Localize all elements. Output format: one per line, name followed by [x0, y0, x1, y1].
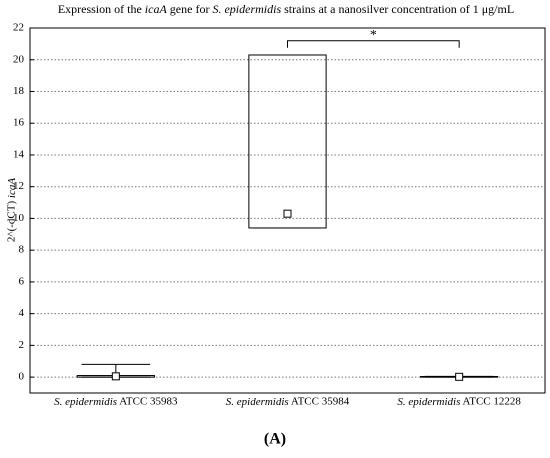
y-tick-label: 2: [19, 339, 25, 351]
x-tick-label: S. epidermidis ATCC 35984: [226, 396, 350, 408]
plot-frame: [29, 27, 546, 394]
y-tick-label: 16: [13, 117, 25, 129]
x-tick-label: S. epidermidis ATCC 12228: [397, 396, 521, 408]
y-tick-label: 10: [13, 212, 25, 224]
y-axis-label: 2^(-dCT) icaA: [6, 178, 18, 242]
y-tick-label: 4: [19, 307, 25, 319]
y-tick-label: 18: [13, 85, 25, 97]
y-tick-label: 6: [19, 275, 25, 287]
caption: (A): [264, 431, 286, 448]
median-marker: [111, 372, 120, 381]
y-tick-label: 8: [19, 244, 25, 256]
y-tick-label: 22: [13, 22, 24, 34]
y-tick-label: 12: [13, 180, 24, 192]
chart-title: Expression of the icaA gene for S. epide…: [58, 2, 514, 16]
y-tick-label: 0: [19, 371, 25, 383]
y-tick-label: 14: [13, 148, 25, 160]
x-tick-label: S. epidermidis ATCC 35983: [54, 396, 178, 408]
box: [248, 54, 327, 229]
significance-label: *: [370, 28, 377, 43]
median-marker: [283, 209, 292, 218]
median-marker: [455, 372, 464, 381]
significance-bracket: [287, 40, 460, 48]
y-tick-label: 20: [13, 53, 25, 65]
